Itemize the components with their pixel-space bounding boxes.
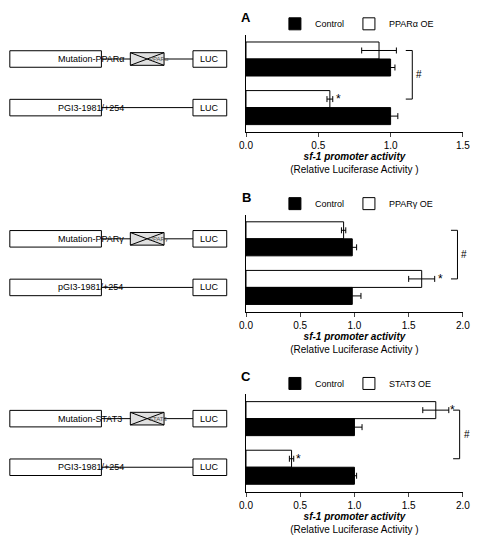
svg-text:1.5: 1.5 [402,320,416,331]
svg-text:PPARγ OE: PPARγ OE [389,199,433,209]
svg-text:0.5: 0.5 [293,320,307,331]
svg-text:0.0: 0.0 [239,500,253,511]
svg-text:STAT3: STAT3 [149,416,167,422]
svg-text:0.0: 0.0 [239,140,253,151]
svg-text:sf-1 promoter activity(Relativ: sf-1 promoter activity(Relative Lucifera… [290,511,418,535]
svg-text:LUC: LUC [200,282,219,292]
svg-text:LUC: LUC [200,54,219,64]
svg-text:B: B [242,190,251,205]
svg-text:PGI3-1981/+254: PGI3-1981/+254 [58,462,124,472]
svg-text:LUC: LUC [200,103,219,113]
svg-text:1.5: 1.5 [402,500,416,511]
svg-text:LUC: LUC [200,234,219,244]
svg-text:C: C [241,369,251,384]
svg-text:0.5: 0.5 [293,500,307,511]
svg-text:STAT3 OE: STAT3 OE [389,379,431,389]
svg-text:LUC: LUC [200,462,219,472]
svg-text:Mutation-STAT3: Mutation-STAT3 [58,414,122,424]
svg-text:Mutation-PPARγ: Mutation-PPARγ [58,234,124,244]
svg-text:*: * [336,92,341,106]
svg-text:*: * [450,403,455,417]
svg-text:#: # [416,69,422,80]
svg-text:#: # [461,249,467,260]
svg-text:1.5: 1.5 [456,140,470,151]
svg-text:PPARα OE: PPARα OE [389,19,434,29]
svg-text:*: * [438,272,443,286]
svg-text:PGI3-1981/+254: PGI3-1981/+254 [58,103,124,113]
svg-text:PPARα: PPARα [149,56,169,62]
svg-text:sf-1 promoter activity(Relativ: sf-1 promoter activity(Relative Lucifera… [290,331,418,355]
svg-text:0.0: 0.0 [239,320,253,331]
svg-text:Control: Control [315,379,344,389]
svg-text:#: # [464,429,470,440]
svg-text:*: * [296,452,301,466]
svg-text:LUC: LUC [200,414,219,424]
svg-text:pGI3-1981/+254: pGI3-1981/+254 [58,282,123,292]
svg-text:2.0: 2.0 [456,500,470,511]
svg-text:1.0: 1.0 [347,320,361,331]
svg-text:Mutation-PPARα: Mutation-PPARα [58,54,125,64]
svg-text:sf-1 promoter activity(Relativ: sf-1 promoter activity(Relative Lucifera… [290,151,418,175]
svg-text:1.0: 1.0 [347,500,361,511]
svg-text:0.5: 0.5 [311,140,325,151]
svg-text:2.0: 2.0 [456,320,470,331]
svg-text:PPARγ: PPARγ [149,236,168,242]
svg-text:1.0: 1.0 [384,140,398,151]
svg-text:A: A [241,10,251,25]
svg-text:Control: Control [315,19,344,29]
svg-text:Control: Control [315,199,344,209]
